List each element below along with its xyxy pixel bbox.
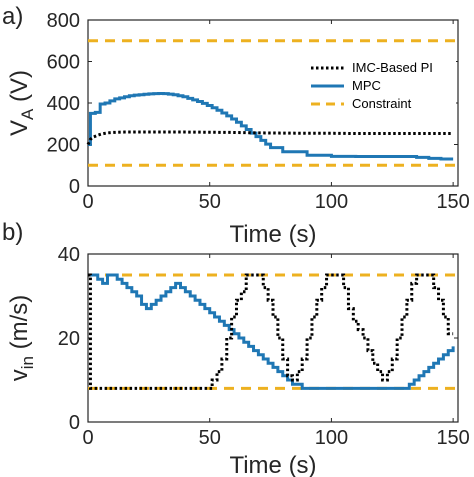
chart-a-series-imc-pi — [86, 130, 454, 146]
chart-a-xtick-label: 100 — [315, 191, 348, 213]
chart-a-ytick-label: 200 — [47, 135, 80, 157]
chart-b-series — [88, 273, 458, 390]
chart-a-axes: 0 50 100 150 0 200 400 600 800 — [47, 10, 470, 213]
chart-a-xlabel: Time (s) — [229, 221, 316, 248]
chart-b-xtick-label: 100 — [315, 427, 348, 449]
chart-b-series-imc-pi — [88, 273, 454, 390]
chart-a-ytick-label: 800 — [47, 10, 80, 32]
chart-b-ytick-label: 40 — [58, 244, 80, 266]
legend-label-imc: IMC-Based PI — [352, 60, 433, 75]
chart-a-ylabel-unit: (V) — [6, 70, 33, 109]
chart-b-ylabel-unit: (m/s) — [6, 295, 33, 356]
chart-a-ylabel: VA (V) — [6, 70, 37, 136]
legend-label-mpc: MPC — [352, 78, 381, 93]
chart-b-series-mpc — [88, 273, 455, 390]
panel-b-label: b) — [2, 219, 23, 246]
chart-b-xtick-label: 150 — [436, 427, 469, 449]
chart-b-ytick-label: 0 — [69, 412, 80, 434]
chart-b-ylabel: vin (m/s) — [6, 295, 37, 382]
chart-b-xtick-label: 0 — [82, 427, 93, 449]
chart-b-axes: 0 50 100 150 0 20 40 — [58, 244, 470, 449]
chart-b-xtick-label: 50 — [199, 427, 221, 449]
chart-a-xtick-label: 50 — [199, 191, 221, 213]
chart-a-xtick-label: 0 — [82, 191, 93, 213]
chart-b-ytick-label: 20 — [58, 328, 80, 350]
chart-a-ylabel-sub: A — [18, 108, 37, 120]
chart-b-frame — [87, 253, 459, 423]
chart-b-ylabel-sub: in — [18, 356, 37, 369]
chart-a-ytick-label: 0 — [69, 176, 80, 198]
chart-a-legend: IMC-Based PI MPC Constraint — [306, 56, 456, 116]
chart-a-series — [86, 39, 458, 167]
legend-label-constraint: Constraint — [352, 96, 412, 111]
chart-a-xtick-label: 150 — [436, 191, 469, 213]
chart-a-ytick-label: 400 — [47, 93, 80, 115]
chart-a-ytick-label: 600 — [47, 52, 80, 74]
chart-b-ylabel-main: v — [6, 369, 33, 381]
chart-a-ylabel-main: V — [6, 120, 33, 136]
chart-b-xlabel: Time (s) — [229, 452, 316, 477]
chart-a-series-mpc — [88, 91, 454, 161]
panel-a-label: a) — [2, 3, 23, 30]
